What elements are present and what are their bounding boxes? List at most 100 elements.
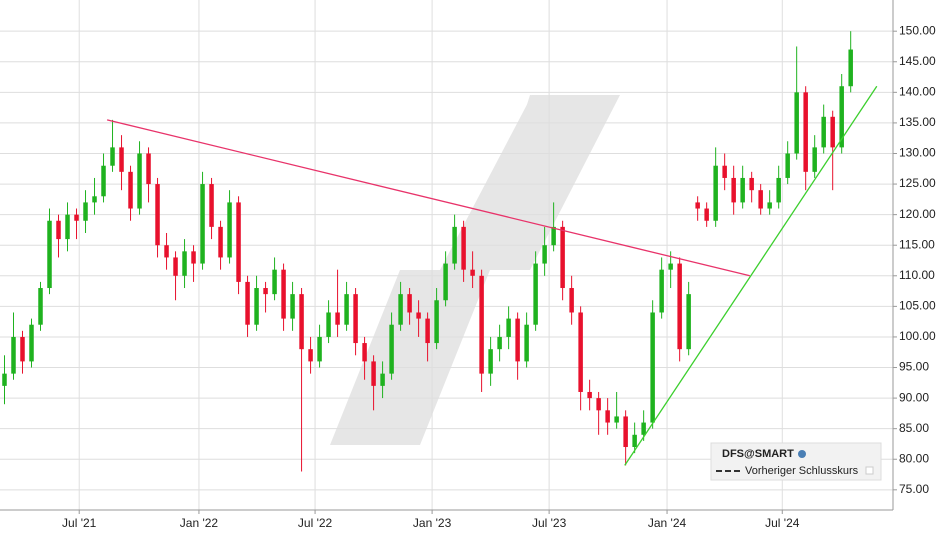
x-tick-label: Jul '22 bbox=[298, 516, 333, 530]
candle-body bbox=[713, 165, 718, 221]
legend-box bbox=[710, 442, 882, 481]
candle-body bbox=[758, 190, 763, 209]
candle-body bbox=[353, 294, 358, 344]
candle-body bbox=[83, 202, 88, 221]
candle-body bbox=[506, 318, 511, 337]
candle-body bbox=[443, 263, 448, 301]
candle-body bbox=[425, 318, 430, 344]
candle-body bbox=[695, 202, 700, 209]
x-tick-label: Jul '23 bbox=[532, 516, 567, 530]
y-tick-label: 85.00 bbox=[899, 421, 929, 435]
candle-body bbox=[587, 391, 592, 399]
candle-body bbox=[569, 288, 574, 313]
candle-body bbox=[74, 214, 79, 221]
candle-body bbox=[524, 324, 529, 362]
candle-body bbox=[380, 373, 385, 386]
x-tick-label: Jan '24 bbox=[648, 516, 687, 530]
candle-body bbox=[371, 361, 376, 386]
candle-body bbox=[227, 202, 232, 258]
y-tick-label: 145.00 bbox=[899, 54, 936, 68]
x-tick-label: Jan '22 bbox=[180, 516, 219, 530]
y-tick-label: 125.00 bbox=[899, 176, 936, 190]
candle-body bbox=[812, 147, 817, 172]
candle-body bbox=[407, 294, 412, 313]
candle-body bbox=[344, 294, 349, 325]
candle-body bbox=[2, 373, 7, 386]
candle-body bbox=[668, 263, 673, 270]
candle-body bbox=[596, 398, 601, 411]
candle-body bbox=[452, 226, 457, 264]
legend: DFS@SMART Vorheriger Schlusskurs bbox=[710, 442, 882, 481]
candle-body bbox=[101, 165, 106, 197]
candle-body bbox=[821, 116, 826, 148]
y-tick-label: 130.00 bbox=[899, 146, 936, 160]
candle-body bbox=[677, 263, 682, 350]
candle-body bbox=[839, 86, 844, 148]
candle-body bbox=[146, 153, 151, 185]
candle-body bbox=[722, 165, 727, 178]
candle-body bbox=[65, 214, 70, 240]
legend-checkbox[interactable] bbox=[865, 466, 874, 475]
candle-body bbox=[416, 312, 421, 319]
candle-body bbox=[659, 269, 664, 313]
candle-body bbox=[704, 208, 709, 221]
legend-symbol: DFS@SMART bbox=[722, 448, 794, 460]
candle-body bbox=[497, 336, 502, 350]
candle-body bbox=[398, 294, 403, 325]
x-tick-label: Jul '21 bbox=[62, 516, 97, 530]
candle-body bbox=[848, 49, 853, 87]
candle-body bbox=[236, 202, 241, 282]
candle-body bbox=[470, 269, 475, 276]
candle-body bbox=[11, 336, 16, 374]
candle-body bbox=[38, 288, 43, 325]
candle-body bbox=[29, 324, 34, 362]
y-tick-label: 80.00 bbox=[899, 451, 929, 465]
candle-body bbox=[20, 336, 25, 362]
candle-body bbox=[164, 245, 169, 258]
grid bbox=[0, 0, 893, 510]
candle-body bbox=[461, 226, 466, 270]
candle-body bbox=[182, 251, 187, 276]
candle-body bbox=[578, 312, 583, 392]
x-tick-label: Jan '23 bbox=[413, 516, 452, 530]
candle-body bbox=[290, 294, 295, 319]
candle-body bbox=[272, 269, 277, 295]
legend-label: Vorheriger Schlusskurs bbox=[745, 465, 859, 477]
candle-body bbox=[614, 416, 619, 423]
candle-body bbox=[803, 92, 808, 172]
candle-body bbox=[749, 177, 754, 191]
y-tick-label: 150.00 bbox=[899, 23, 936, 37]
trend-line bbox=[106, 119, 751, 277]
candle-body bbox=[137, 153, 142, 209]
candle-body bbox=[218, 226, 223, 258]
y-tick-label: 140.00 bbox=[899, 85, 936, 99]
candle-body bbox=[92, 196, 97, 203]
candle-body bbox=[515, 318, 520, 362]
candle-body bbox=[533, 263, 538, 325]
candle-body bbox=[263, 288, 268, 295]
candle-body bbox=[317, 336, 322, 362]
y-tick-label: 105.00 bbox=[899, 299, 936, 313]
y-tick-label: 75.00 bbox=[899, 482, 929, 496]
candle-body bbox=[542, 245, 547, 264]
watermark bbox=[330, 95, 620, 445]
candle-body bbox=[209, 184, 214, 227]
candle-body bbox=[794, 92, 799, 154]
candle-body bbox=[740, 177, 745, 203]
candle-body bbox=[281, 269, 286, 319]
candle-body bbox=[488, 349, 493, 374]
y-tick-label: 100.00 bbox=[899, 329, 936, 343]
candle-body bbox=[830, 116, 835, 148]
candle-body bbox=[605, 410, 610, 423]
candle-body bbox=[110, 147, 115, 166]
legend-icon bbox=[798, 450, 806, 458]
candle-body bbox=[776, 177, 781, 203]
candle-body bbox=[632, 434, 637, 448]
candle-body bbox=[335, 312, 340, 325]
candle-body bbox=[551, 226, 556, 246]
candle-body bbox=[200, 184, 205, 264]
y-tick-label: 95.00 bbox=[899, 360, 929, 374]
candle-body bbox=[650, 312, 655, 423]
candle-body bbox=[47, 220, 52, 289]
